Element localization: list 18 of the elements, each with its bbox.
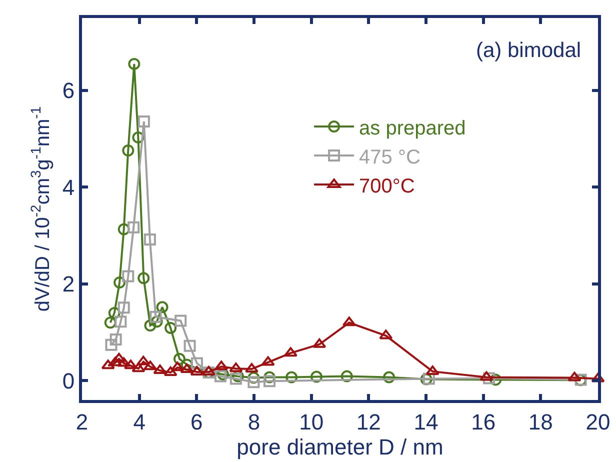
legend-label: 475 °C (359, 146, 420, 168)
x-axis-title: pore diameter D / nm (236, 434, 444, 460)
x-tick-label: 10 (299, 409, 324, 434)
x-tick-label: 4 (133, 409, 146, 434)
y-tick-label: 6 (62, 78, 75, 104)
x-tick-label: 12 (356, 409, 381, 434)
x-tick-label: 16 (471, 409, 496, 434)
x-tick-label: 14 (414, 409, 438, 434)
y-tick-label: 4 (62, 174, 75, 200)
x-tick-label: 6 (190, 409, 203, 434)
legend-label: as prepared (359, 117, 466, 140)
x-tick-label: 18 (528, 409, 553, 434)
y-tick-label: 2 (62, 272, 75, 297)
legend-label: 700°C (359, 175, 415, 198)
y-tick-label: 0 (62, 368, 75, 394)
annotation: (a) bimodal (476, 39, 582, 62)
x-tick-label: 8 (248, 409, 260, 434)
x-tick-label: 20 (586, 409, 610, 434)
